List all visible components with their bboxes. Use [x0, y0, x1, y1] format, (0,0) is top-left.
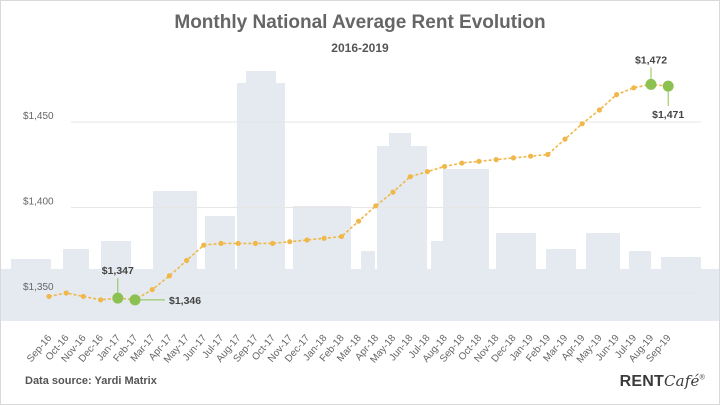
- data-label: $1,471: [652, 109, 684, 121]
- data-point: [476, 158, 482, 164]
- logo-italic-text: Café: [663, 372, 700, 390]
- y-tick-label: $1,450: [23, 111, 54, 122]
- y-tick-label: $1,350: [23, 282, 54, 293]
- data-point: [80, 293, 86, 300]
- gridlines: [71, 121, 701, 294]
- rentcafe-logo: RENTCafé®: [620, 372, 705, 391]
- data-point: [442, 163, 448, 170]
- data-point: [424, 168, 430, 175]
- data-point: [510, 155, 516, 161]
- data-point: [270, 240, 276, 247]
- data-label: $1,347: [102, 265, 134, 277]
- data-point: [184, 257, 190, 264]
- data-point: [373, 203, 379, 209]
- city-skyline-background: [1, 71, 719, 321]
- data-point: [321, 235, 327, 241]
- data-point: [562, 136, 568, 142]
- data-point: [46, 293, 52, 300]
- data-labels: $1,347 $1,346 $1,472 $1,471: [102, 54, 685, 306]
- logo-text: RENT: [619, 373, 664, 390]
- data-point: [631, 85, 637, 91]
- chart-title: Monthly National Average Rent Evolution: [174, 12, 546, 33]
- data-point: [201, 242, 207, 248]
- y-axis-tick-labels: $1,350 $1,400 $1,450: [23, 111, 54, 293]
- data-point: [149, 286, 155, 293]
- registered-mark: ®: [699, 374, 705, 382]
- data-point: [356, 218, 362, 224]
- data-point: [579, 121, 585, 127]
- data-point: [528, 153, 534, 159]
- data-source-note: Data source: Yardi Matrix: [25, 375, 157, 387]
- y-tick-label: $1,400: [23, 197, 54, 208]
- data-point: [545, 151, 551, 158]
- data-point: [287, 239, 293, 245]
- data-point: [614, 92, 620, 98]
- data-point: [252, 240, 258, 247]
- data-point: [218, 240, 224, 247]
- chart-subtitle: 2016-2019: [331, 41, 389, 55]
- data-point: [407, 174, 413, 180]
- data-point: [63, 290, 69, 296]
- data-label: $1,472: [635, 54, 667, 66]
- data-point: [166, 273, 172, 279]
- data-point: [390, 189, 396, 195]
- data-point: [338, 233, 344, 240]
- x-axis-tick-labels: Sep-16Oct-16Nov-16Dec-16Jan-17Feb-17Mar-…: [25, 333, 674, 366]
- data-point: [493, 157, 499, 163]
- data-point: [596, 107, 603, 113]
- data-label: $1,346: [169, 295, 201, 307]
- data-point: [235, 240, 241, 247]
- data-point: [459, 160, 465, 166]
- data-point: [304, 237, 310, 243]
- data-point: [98, 297, 104, 303]
